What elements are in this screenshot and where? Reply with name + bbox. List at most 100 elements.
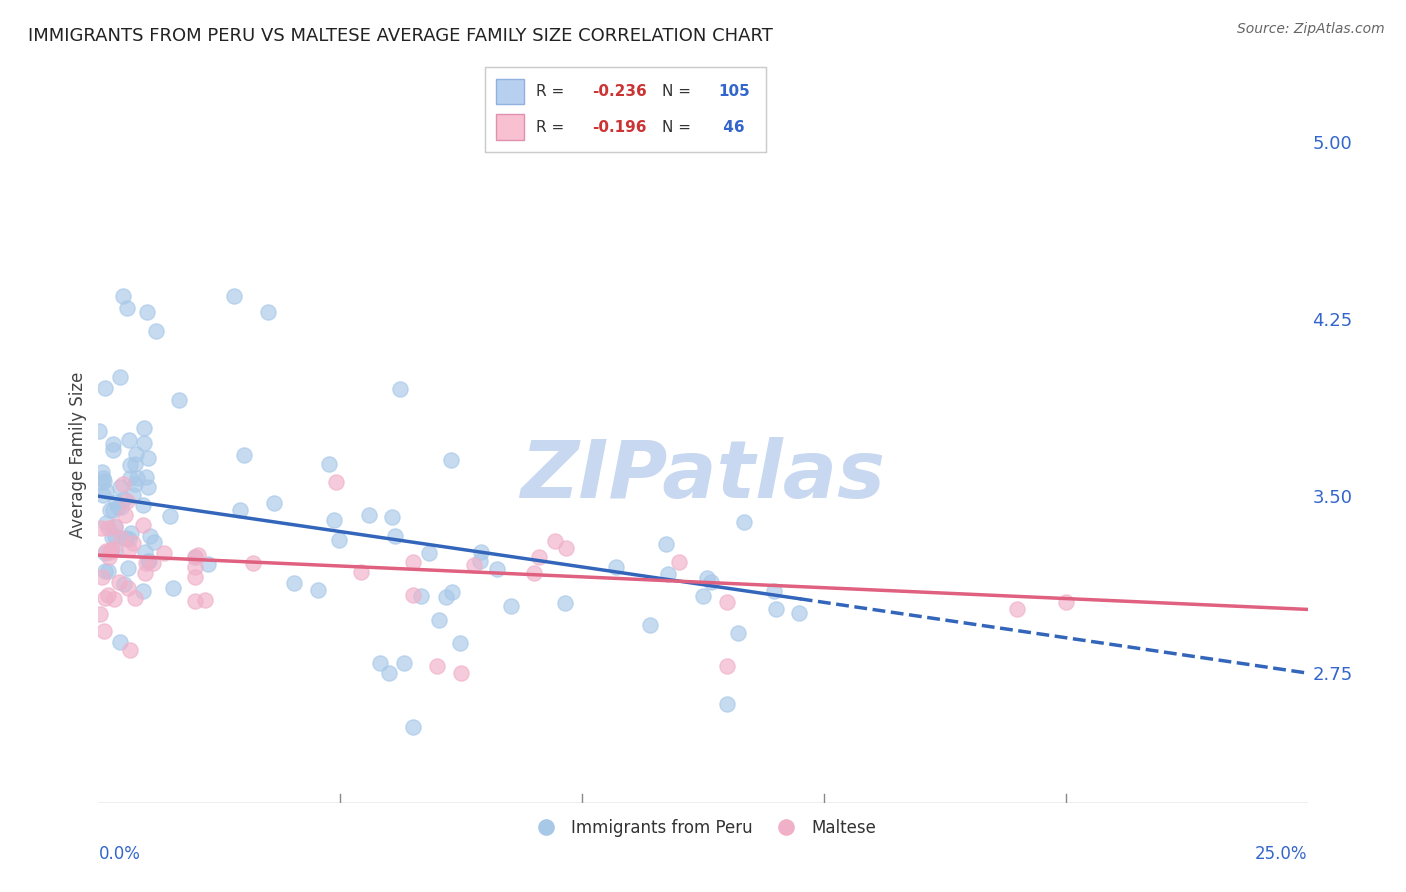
Point <box>418 546 440 560</box>
Point <box>94 564 117 578</box>
Point <box>124 591 146 605</box>
Point <box>402 720 425 734</box>
Point <box>142 557 165 571</box>
Point <box>131 584 153 599</box>
Point <box>381 510 404 524</box>
Point <box>184 594 207 608</box>
Point <box>325 475 347 490</box>
Point <box>104 495 127 509</box>
Point <box>124 457 146 471</box>
Point <box>117 581 139 595</box>
Text: -0.196: -0.196 <box>592 120 647 135</box>
Point <box>93 624 115 639</box>
Point <box>90 521 112 535</box>
Point <box>125 447 148 461</box>
Point <box>132 499 155 513</box>
Point <box>350 565 373 579</box>
Point <box>94 516 117 530</box>
Point <box>449 635 471 649</box>
Point <box>197 557 219 571</box>
Point <box>135 305 157 319</box>
Point <box>118 471 141 485</box>
Point <box>138 554 160 568</box>
Point <box>90 466 112 480</box>
Point <box>145 324 167 338</box>
Point <box>132 421 155 435</box>
Point <box>118 643 141 657</box>
Point <box>118 533 141 547</box>
Text: R =: R = <box>536 120 569 135</box>
Point <box>733 515 755 529</box>
Point <box>232 449 254 463</box>
Point <box>384 528 406 542</box>
Point <box>111 477 134 491</box>
Point <box>91 488 114 502</box>
Point <box>127 471 149 485</box>
Point <box>104 519 127 533</box>
Point <box>114 508 136 522</box>
Point <box>434 590 457 604</box>
Point <box>91 475 114 489</box>
Point <box>162 581 184 595</box>
Point <box>103 592 125 607</box>
Point <box>143 535 166 549</box>
Point <box>194 593 217 607</box>
Point <box>104 520 127 534</box>
Point <box>402 588 425 602</box>
Point <box>122 536 145 550</box>
Point <box>427 614 450 628</box>
Point <box>101 542 124 557</box>
Point <box>132 518 155 533</box>
Point <box>692 589 714 603</box>
Point <box>184 559 207 574</box>
Text: Source: ZipAtlas.com: Source: ZipAtlas.com <box>1237 22 1385 37</box>
Point <box>463 558 485 572</box>
Point <box>222 289 245 303</box>
Point <box>441 585 464 599</box>
Point <box>789 606 811 620</box>
Point <box>468 554 491 568</box>
Point <box>136 553 159 567</box>
Point <box>377 666 399 681</box>
Text: IMMIGRANTS FROM PERU VS MALTESE AVERAGE FAMILY SIZE CORRELATION CHART: IMMIGRANTS FROM PERU VS MALTESE AVERAGE … <box>28 27 773 45</box>
Point <box>283 576 305 591</box>
Point <box>101 530 124 544</box>
Point <box>107 575 129 590</box>
Point <box>132 435 155 450</box>
Point <box>544 534 567 549</box>
Point <box>118 541 141 556</box>
Point <box>368 657 391 671</box>
Point <box>765 602 787 616</box>
Point <box>716 697 738 711</box>
Point <box>135 469 157 483</box>
Point <box>139 529 162 543</box>
Point <box>93 474 115 488</box>
Point <box>470 545 492 559</box>
Point <box>655 537 678 551</box>
Point <box>696 571 718 585</box>
Point <box>426 659 449 673</box>
Point <box>87 424 110 438</box>
Point <box>97 521 120 535</box>
Y-axis label: Average Family Size: Average Family Size <box>69 372 87 538</box>
FancyBboxPatch shape <box>496 78 524 104</box>
Point <box>121 487 143 501</box>
Point <box>104 542 127 557</box>
Point <box>112 492 135 507</box>
Point <box>107 500 129 515</box>
Point <box>100 543 122 558</box>
Point <box>134 566 156 580</box>
Point <box>118 433 141 447</box>
Point <box>93 471 115 485</box>
Point <box>307 583 329 598</box>
Point <box>98 503 121 517</box>
Point <box>1054 595 1077 609</box>
Point <box>668 555 690 569</box>
Point <box>96 544 118 558</box>
Point <box>110 635 132 649</box>
Point <box>110 531 132 545</box>
Text: -0.236: -0.236 <box>592 84 647 99</box>
Point <box>120 525 142 540</box>
Point <box>1007 602 1029 616</box>
Point <box>402 555 425 569</box>
